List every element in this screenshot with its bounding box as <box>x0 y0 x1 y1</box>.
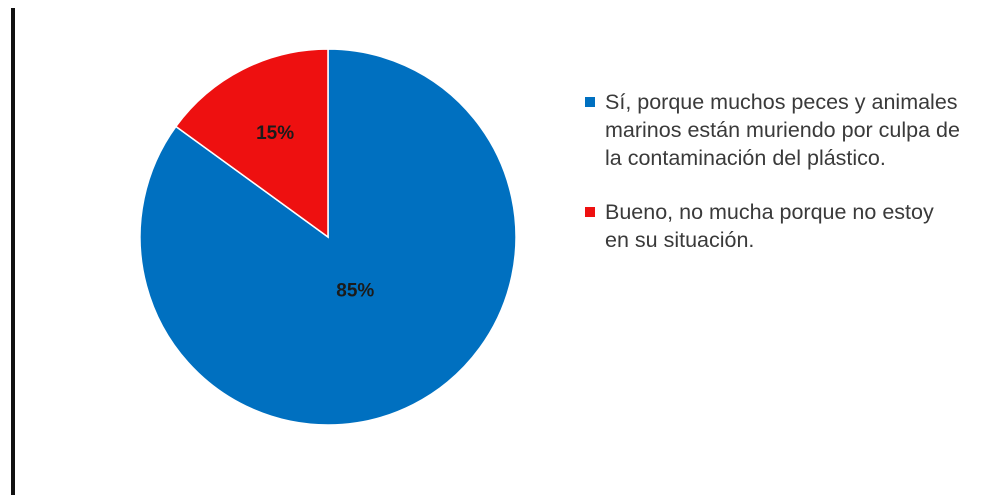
legend-swatch-bueno <box>585 207 595 217</box>
data-label-si: 85% <box>336 281 374 302</box>
pie-slice-bueno <box>174 48 329 239</box>
legend-label-si: Sí, porque muchos peces y animales marin… <box>605 90 960 170</box>
legend-label-bueno: Bueno, no mucha porque no estoy en su si… <box>605 200 934 252</box>
legend-item-si: Sí, porque muchos peces y animales marin… <box>583 88 963 172</box>
legend-swatch-si <box>585 97 595 107</box>
data-label-bueno: 15% <box>256 123 294 144</box>
legend-item-bueno: Bueno, no mucha porque no estoy en su si… <box>583 198 963 254</box>
legend: Sí, porque muchos peces y animales marin… <box>583 88 963 280</box>
chart-left-border <box>11 8 15 495</box>
